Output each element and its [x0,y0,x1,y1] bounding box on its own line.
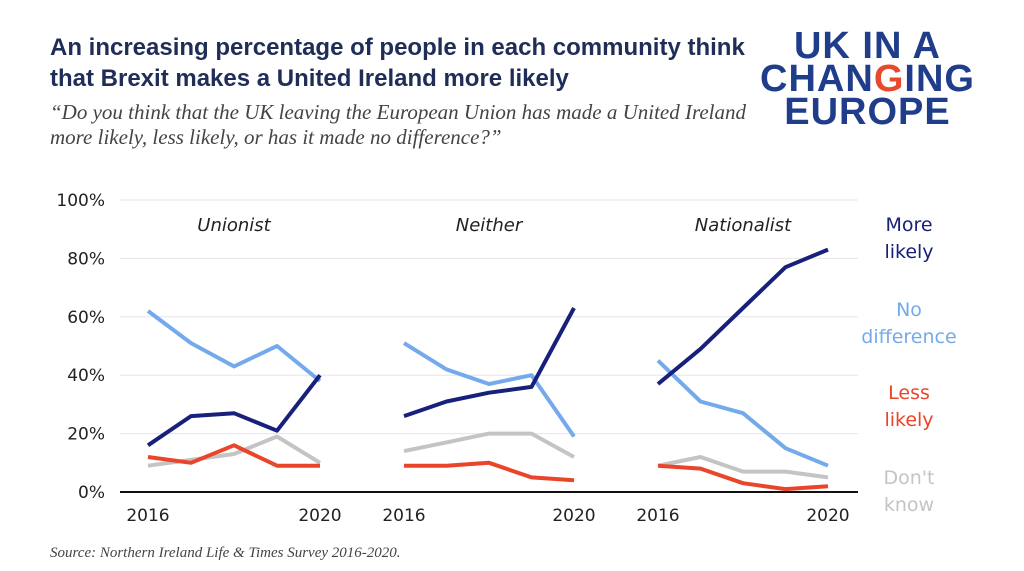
source-note: Source: Northern Ireland Life & Times Su… [50,545,401,561]
panel-unionist: Unionist 2016 2020 [126,215,341,526]
y-tick-label: 0% [78,483,105,503]
legend-item-dontknow: Don't know [858,465,960,519]
series-line-more [146,373,322,447]
x-tick-label: 2020 [298,506,341,526]
series-line-less [404,460,575,483]
x-tick-label: 2020 [806,506,849,526]
chart-subtitle: “Do you think that the UK leaving the Eu… [50,100,747,149]
panel-title: Unionist [197,215,271,236]
series-line-dontknow [403,431,575,459]
panel-nationalist: Nationalist 2016 2020 [636,215,849,526]
series-line-dontknow [657,455,829,480]
series-line-more [403,307,576,418]
legend-label-line1: No [896,299,922,321]
legend-label-line2: difference [861,326,957,348]
legend-label-line1: More [885,214,933,236]
series-line-more [656,247,829,386]
series-line-less [657,463,829,492]
panel-neither: Neither 2016 2020 [382,215,595,526]
x-tick-label: 2016 [126,506,169,526]
y-tick-label: 100% [56,191,105,211]
x-tick-label: 2016 [382,506,425,526]
y-tick-label: 20% [67,425,105,445]
series-line-nodiff [656,359,829,468]
logo-line-1: UK IN A [793,25,942,67]
series-line-nodiff [402,341,576,438]
x-tick-label: 2020 [552,506,595,526]
legend-label-line2: likely [884,241,934,263]
logo-line-3: EUROPE [784,91,951,133]
series-line-nodiff [146,309,322,383]
series-line-less [147,443,320,468]
legend-label-line1: Don't [883,467,935,489]
x-tick-label: 2016 [636,506,679,526]
legend-label-line2: likely [884,409,934,431]
legend-item-more: More likely [858,212,960,266]
y-tick-label: 40% [67,366,105,386]
legend-label-line1: Less [888,382,930,404]
y-tick-label: 80% [67,249,105,269]
chart-title: An increasing percentage of people in ea… [50,34,745,92]
logo-line-2: CHANGING [760,58,975,100]
panel-title: Nationalist [695,215,792,236]
uk-in-a-changing-europe-logo: UK IN A CHANGING EUROPE [755,25,980,133]
y-tick-label: 60% [67,308,105,328]
legend-item-nodiff: No difference [858,297,960,351]
panel-title: Neither [456,215,524,236]
legend-item-less: Less likely [858,380,960,434]
legend-label-line2: know [883,494,935,516]
